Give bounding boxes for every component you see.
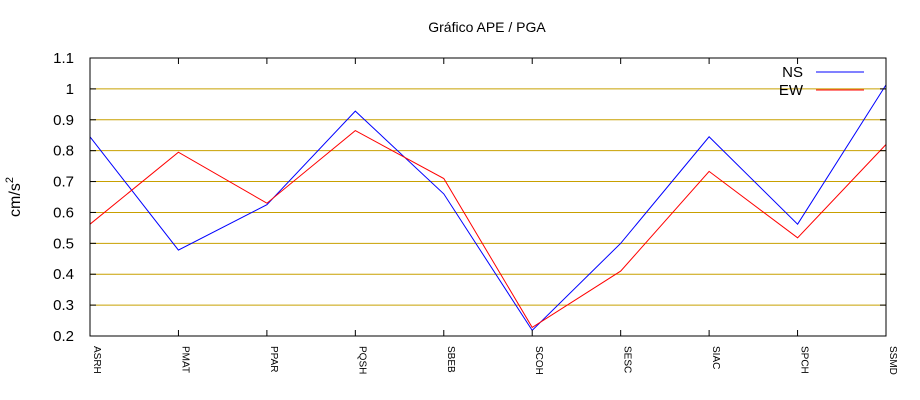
- x-tick-label: PMAT: [179, 346, 190, 373]
- y-tick-label: 0.6: [53, 204, 74, 221]
- x-tick-label: SESC: [622, 346, 633, 373]
- chart-title: Gráfico APE / PGA: [428, 19, 546, 35]
- x-tick-label: SPCH: [799, 346, 810, 374]
- y-tick-label: 1: [66, 81, 74, 98]
- y-tick-label: 0.9: [53, 112, 74, 129]
- y-axis-ticks: 0.2 0.3 0.4 0.5 0.6 0.7 0.8 0.9 1 1.1: [53, 50, 886, 345]
- x-tick-label: PQSH: [356, 346, 367, 374]
- y-tick-label: 0.4: [53, 266, 74, 283]
- x-tick-label: SSMD: [887, 346, 898, 375]
- y-tick-label: 0.7: [53, 174, 74, 191]
- y-tick-label: 0.8: [53, 143, 74, 160]
- x-axis-ticks: ASRH PMAT PPAR PQSH SBEB SCOH SESC SIAC SPCH SSMD: [89, 58, 898, 375]
- series-lines: [89, 84, 887, 332]
- y-tick-label: 1.1: [53, 50, 74, 67]
- y-tick-label: 0.5: [53, 235, 74, 252]
- y-tick-label: 0.2: [53, 328, 74, 345]
- series-line-ew: [89, 130, 887, 329]
- x-tick-label: SCOH: [533, 346, 544, 375]
- x-tick-label: SIAC: [710, 346, 721, 369]
- y-axis-label-superscript: 2: [4, 177, 16, 183]
- series-line-ns: [89, 84, 887, 332]
- grid-lines: [90, 88, 886, 306]
- y-axis-label: cm/s2: [4, 177, 24, 217]
- x-tick-label: SBEB: [445, 346, 456, 373]
- y-tick-label: 0.3: [53, 297, 74, 314]
- y-axis-label-text: cm/s: [7, 183, 24, 217]
- legend-label-ns: NS: [782, 64, 803, 81]
- x-tick-label: ASRH: [91, 346, 102, 374]
- plot-frame: [89, 57, 887, 337]
- x-tick-label: PPAR: [268, 346, 279, 373]
- legend-label-ew: EW: [779, 82, 804, 99]
